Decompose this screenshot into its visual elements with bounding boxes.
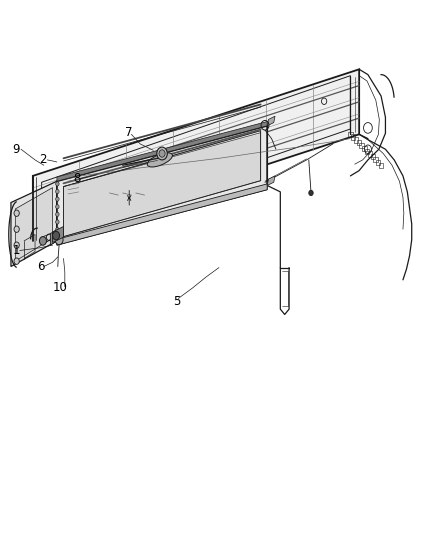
Circle shape bbox=[157, 147, 167, 160]
Circle shape bbox=[56, 189, 59, 193]
Polygon shape bbox=[64, 131, 261, 237]
Polygon shape bbox=[57, 184, 267, 245]
Circle shape bbox=[56, 212, 59, 216]
Polygon shape bbox=[267, 176, 275, 185]
Polygon shape bbox=[11, 181, 57, 266]
Ellipse shape bbox=[147, 153, 173, 167]
Text: 6: 6 bbox=[37, 260, 45, 273]
Bar bbox=[348, 132, 353, 137]
Bar bbox=[371, 154, 375, 159]
Text: 9: 9 bbox=[12, 143, 20, 156]
Bar bbox=[368, 151, 372, 157]
Bar bbox=[359, 143, 364, 148]
Circle shape bbox=[55, 235, 63, 245]
Bar bbox=[365, 149, 369, 154]
Polygon shape bbox=[267, 116, 275, 126]
Circle shape bbox=[56, 220, 59, 224]
Circle shape bbox=[53, 231, 60, 240]
Bar bbox=[354, 138, 358, 143]
Text: 10: 10 bbox=[53, 281, 67, 294]
Circle shape bbox=[56, 182, 59, 186]
Text: 7: 7 bbox=[125, 126, 132, 139]
Circle shape bbox=[14, 210, 19, 216]
Bar bbox=[357, 140, 361, 146]
Circle shape bbox=[159, 150, 165, 157]
Circle shape bbox=[14, 226, 19, 232]
Circle shape bbox=[56, 235, 59, 239]
Circle shape bbox=[14, 258, 19, 264]
Bar bbox=[362, 146, 367, 151]
Text: 5: 5 bbox=[173, 295, 180, 308]
Bar bbox=[373, 157, 378, 162]
Polygon shape bbox=[57, 122, 267, 181]
Circle shape bbox=[56, 228, 59, 232]
Text: 1: 1 bbox=[13, 244, 21, 257]
Bar bbox=[376, 160, 381, 165]
Circle shape bbox=[39, 237, 46, 245]
Polygon shape bbox=[53, 227, 64, 243]
Text: 2: 2 bbox=[39, 154, 47, 166]
Bar bbox=[379, 163, 383, 168]
Polygon shape bbox=[50, 230, 57, 245]
Bar bbox=[351, 134, 355, 140]
Text: 8: 8 bbox=[74, 172, 81, 185]
Circle shape bbox=[56, 205, 59, 209]
Circle shape bbox=[309, 190, 313, 196]
Polygon shape bbox=[15, 188, 53, 261]
Polygon shape bbox=[57, 185, 267, 245]
Polygon shape bbox=[57, 126, 267, 241]
Circle shape bbox=[14, 242, 19, 248]
Polygon shape bbox=[33, 69, 359, 241]
Circle shape bbox=[56, 197, 59, 201]
